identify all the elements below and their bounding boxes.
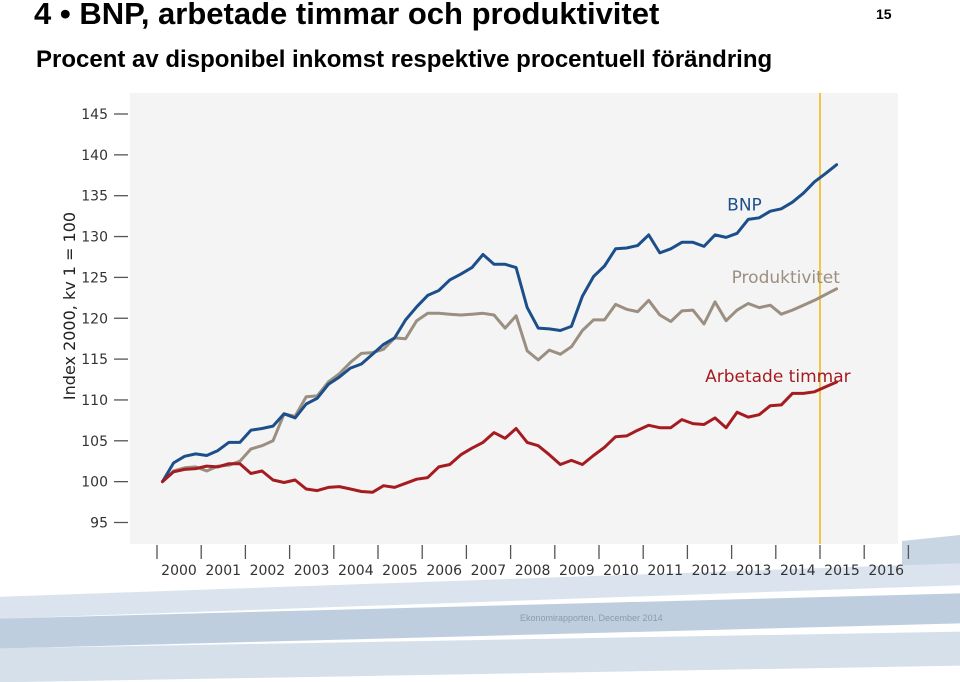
slide-subtitle: Procent av disponibel inkomst respektive… (36, 46, 773, 73)
y-tick-label: 120 (81, 311, 108, 327)
y-tick-label: 105 (81, 434, 108, 450)
x-tick-label: 2010 (603, 563, 639, 579)
series-line-timmar (161, 380, 839, 494)
series-labels: BNP Produktivitet Arbetade timmar (705, 195, 851, 387)
x-tick-label: 2001 (205, 563, 241, 579)
series-lines (161, 163, 839, 494)
series-line-bnp (161, 163, 839, 484)
x-tick-label: 2008 (515, 563, 551, 579)
slide-title: 4 • BNP, arbetade timmar och produktivit… (34, 0, 659, 32)
y-axis-label: Index 2000, kv 1 = 100 (60, 212, 79, 400)
y-tick-label: 100 (81, 475, 108, 491)
x-tick-label: 2006 (426, 563, 462, 579)
footer-source: Ekonomirapporten. December 2014 (520, 613, 663, 623)
x-tick-label: 2011 (647, 563, 683, 579)
y-tick-label: 110 (81, 393, 108, 409)
y-tick-label: 135 (81, 189, 108, 205)
series-label-timmar: Arbetade timmar (705, 367, 851, 387)
x-tick-label: 2013 (736, 563, 772, 579)
y-axis: 95 100 105 110 115 120 125 130 135 140 145 (81, 107, 128, 532)
y-tick-label: 140 (81, 148, 108, 164)
x-tick-label: 2002 (250, 563, 286, 579)
y-tick-label: 145 (81, 107, 108, 123)
bullet: • (59, 0, 71, 31)
x-tick-label: 2015 (824, 563, 860, 579)
series-label-produktivitet: Produktivitet (732, 268, 841, 288)
slide-number: 4 (34, 0, 52, 31)
y-tick-label: 130 (81, 230, 108, 246)
x-tick-label: 2009 (559, 563, 595, 579)
x-tick-label: 2016 (868, 563, 904, 579)
x-tick-label: 2007 (471, 563, 507, 579)
y-tick-label: 115 (81, 352, 108, 368)
x-tick-label: 2005 (382, 563, 418, 579)
x-axis: 2000 2001 2002 2003 2004 2005 2006 2007 2008 2009… (156, 545, 910, 579)
y-tick-label: 125 (81, 270, 108, 286)
y-tick-label: 95 (90, 516, 108, 532)
slide-title-text: BNP, arbetade timmar och produktivitet (79, 0, 660, 31)
x-tick-label: 2014 (780, 563, 816, 579)
x-tick-label: 2004 (338, 563, 374, 579)
page-number: 15 (876, 6, 892, 22)
x-tick-label: 2012 (692, 563, 728, 579)
series-line-produktivitet (161, 287, 839, 484)
x-tick-label: 2003 (294, 563, 330, 579)
x-tick-label: 2000 (161, 563, 197, 579)
series-label-bnp: BNP (727, 195, 762, 215)
